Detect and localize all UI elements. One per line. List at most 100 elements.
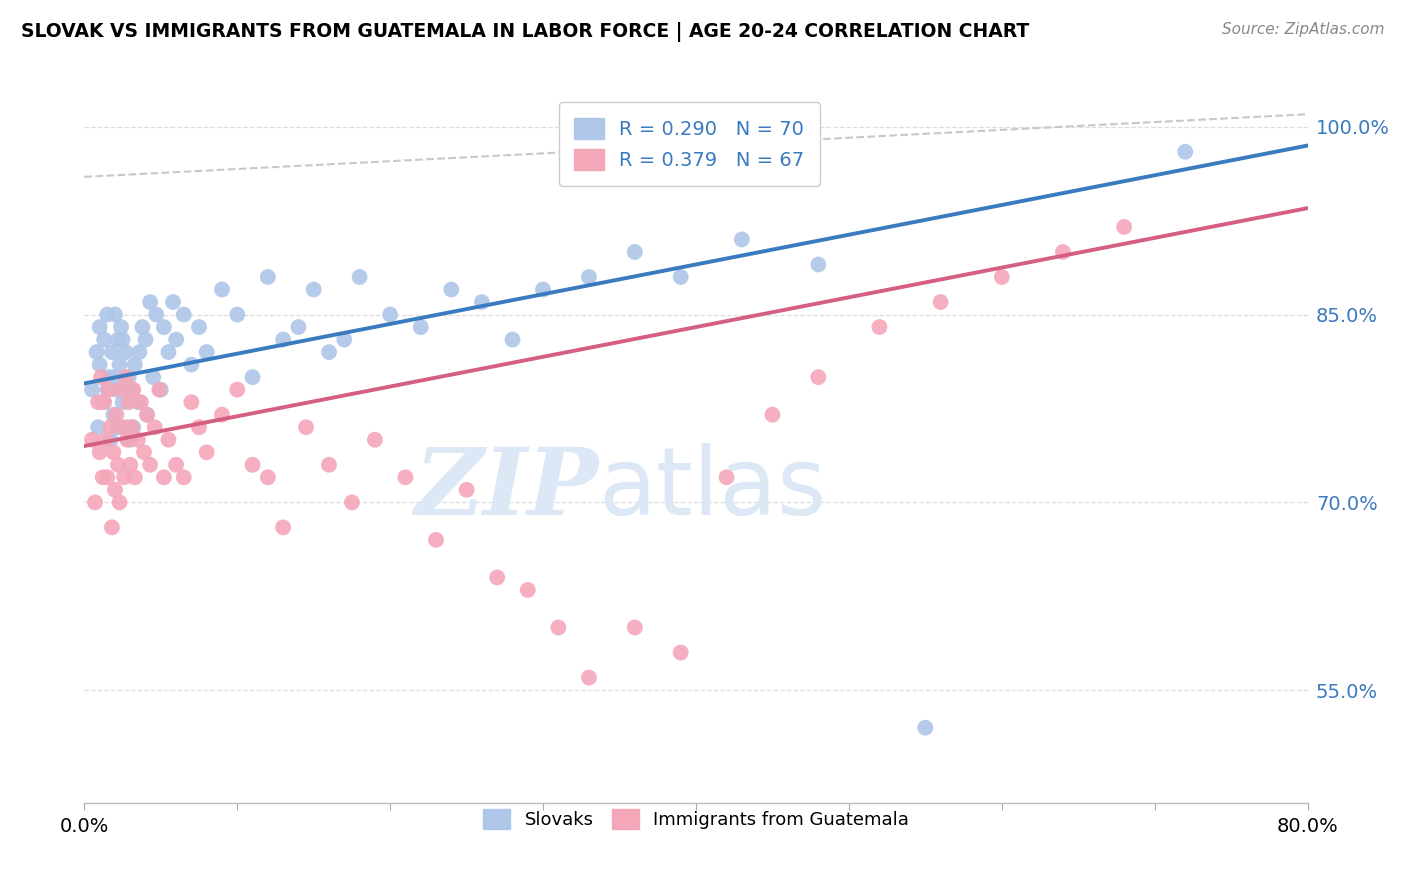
Point — [157, 345, 180, 359]
Point — [271, 520, 294, 534]
Text: SLOVAK VS IMMIGRANTS FROM GUATEMALA IN LABOR FORCE | AGE 20-24 CORRELATION CHART: SLOVAK VS IMMIGRANTS FROM GUATEMALA IN L… — [21, 22, 1029, 42]
Point — [295, 420, 318, 434]
Point — [180, 358, 202, 372]
Point — [96, 470, 118, 484]
Point — [157, 433, 180, 447]
Point — [669, 270, 692, 285]
Point — [340, 495, 363, 509]
Point — [87, 420, 110, 434]
Point — [188, 320, 211, 334]
Point — [364, 433, 387, 447]
Point — [124, 358, 146, 372]
Point — [869, 320, 891, 334]
Point — [142, 370, 165, 384]
Point — [80, 433, 103, 447]
Point — [111, 420, 134, 434]
Point — [129, 395, 152, 409]
Point — [107, 420, 129, 434]
Point — [425, 533, 447, 547]
Point — [107, 458, 129, 472]
Point — [807, 257, 830, 271]
Point — [226, 308, 249, 322]
Point — [440, 283, 463, 297]
Point — [111, 333, 134, 347]
Point — [318, 345, 340, 359]
Point — [121, 420, 143, 434]
Point — [165, 333, 187, 347]
Point — [108, 358, 131, 372]
Point — [122, 420, 145, 434]
Point — [108, 495, 131, 509]
Point — [180, 395, 202, 409]
Point — [94, 433, 117, 447]
Point — [394, 470, 416, 484]
Point — [110, 320, 132, 334]
Point — [89, 445, 111, 459]
Point — [302, 283, 325, 297]
Point — [121, 383, 143, 397]
Point — [135, 333, 157, 347]
Point — [91, 395, 114, 409]
Point — [148, 383, 170, 397]
Point — [257, 470, 280, 484]
Point — [929, 295, 952, 310]
Point — [114, 370, 136, 384]
Point — [271, 333, 294, 347]
Point — [80, 383, 103, 397]
Point — [624, 621, 647, 635]
Point — [115, 433, 138, 447]
Point — [257, 270, 280, 285]
Point — [531, 283, 554, 297]
Point — [103, 445, 125, 459]
Point — [84, 495, 107, 509]
Text: ZIP: ZIP — [413, 444, 598, 533]
Point — [104, 483, 127, 497]
Point — [226, 383, 249, 397]
Point — [211, 283, 233, 297]
Point — [1052, 244, 1074, 259]
Point — [456, 483, 478, 497]
Point — [153, 470, 176, 484]
Point — [104, 308, 127, 322]
Point — [105, 408, 128, 422]
Point — [1174, 145, 1197, 159]
Point — [1114, 219, 1136, 234]
Point — [98, 433, 121, 447]
Point — [120, 458, 142, 472]
Point — [153, 320, 176, 334]
Point — [195, 345, 218, 359]
Point — [115, 420, 138, 434]
Point — [173, 308, 195, 322]
Point — [120, 433, 142, 447]
Point — [127, 433, 149, 447]
Point — [107, 333, 129, 347]
Point — [380, 308, 402, 322]
Point — [111, 395, 134, 409]
Point — [807, 370, 830, 384]
Point — [195, 445, 218, 459]
Point — [136, 408, 159, 422]
Point — [516, 582, 538, 597]
Point — [287, 320, 309, 334]
Point — [104, 370, 127, 384]
Point — [114, 345, 136, 359]
Point — [103, 408, 125, 422]
Point — [101, 345, 124, 359]
Point — [101, 520, 124, 534]
Point — [145, 308, 167, 322]
Point — [349, 270, 371, 285]
Point — [124, 470, 146, 484]
Point — [211, 408, 233, 422]
Point — [149, 383, 172, 397]
Point — [991, 270, 1014, 285]
Point — [471, 295, 494, 310]
Point — [128, 345, 150, 359]
Point — [96, 383, 118, 397]
Point — [122, 383, 145, 397]
Point — [578, 270, 600, 285]
Point — [547, 621, 569, 635]
Point — [669, 646, 692, 660]
Point — [136, 408, 159, 422]
Point — [242, 370, 264, 384]
Point — [105, 383, 128, 397]
